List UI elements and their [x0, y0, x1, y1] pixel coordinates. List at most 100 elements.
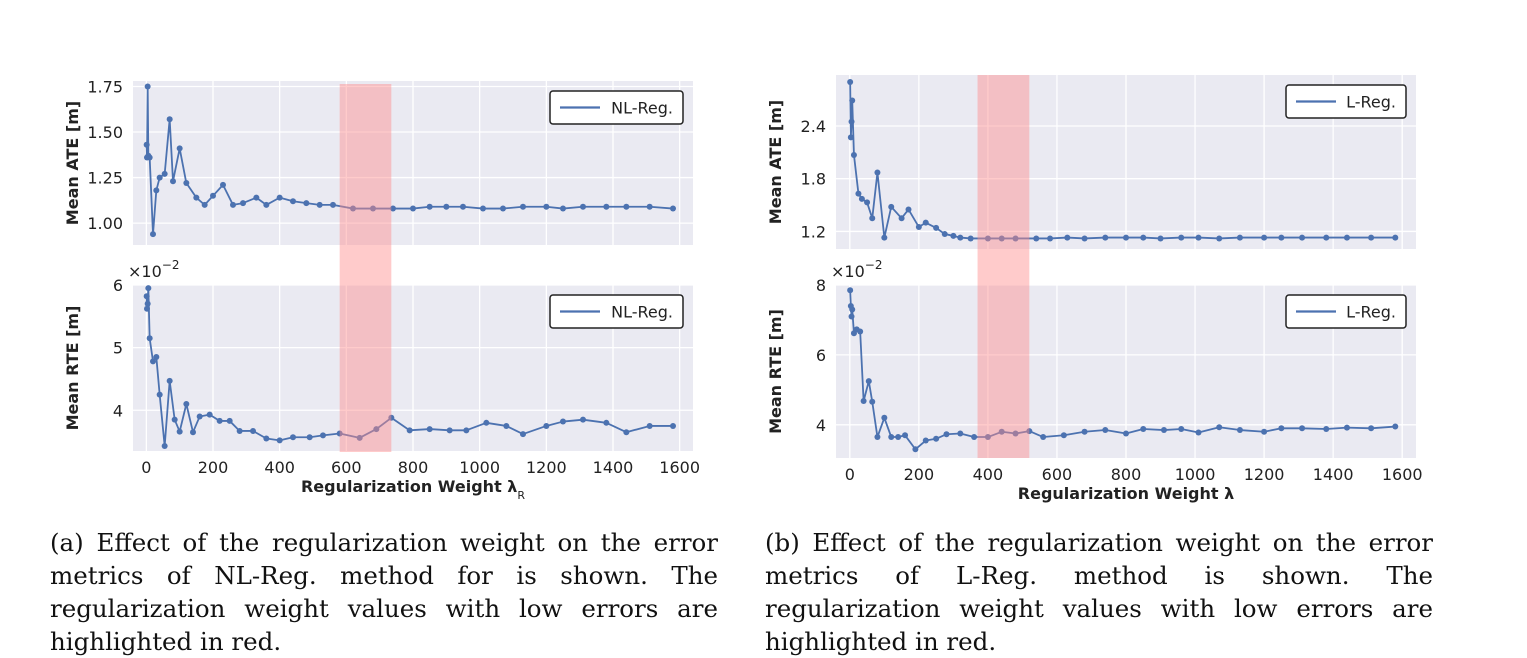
data-point — [1278, 234, 1285, 241]
data-point — [480, 205, 486, 212]
data-point — [560, 205, 566, 212]
data-point — [1178, 425, 1185, 432]
data-point — [410, 205, 416, 212]
data-point — [1040, 434, 1047, 441]
data-point — [446, 427, 453, 434]
data-point — [1140, 234, 1147, 241]
chart-nl-rte: 4 5 6 0 200 400 600 800 1000 1200 1400 1600 Mean RTE… — [63, 258, 700, 502]
data-point — [146, 154, 153, 161]
chart-l-ate: 1.2 1.8 2.4 Mean ATE [m] L-Reg. — [766, 75, 1416, 249]
data-point — [881, 414, 888, 421]
data-point — [146, 335, 153, 342]
data-point — [426, 426, 433, 433]
data-point — [580, 203, 586, 210]
caption-a: (a) Effect of the regularization weight … — [50, 528, 718, 656]
x-axis-label: Regularization Weight λR — [301, 477, 525, 502]
data-point — [143, 141, 150, 148]
x-tick-label: 1400 — [1313, 465, 1354, 484]
data-point — [623, 429, 630, 436]
data-point — [922, 219, 929, 226]
y-scale-multiplier: ×10−2 — [831, 258, 882, 281]
data-point — [406, 427, 413, 434]
data-point — [1216, 235, 1223, 242]
data-point — [580, 416, 586, 423]
data-point — [156, 174, 163, 181]
y-tick-label: 1.2 — [801, 222, 826, 241]
chart-l-rte: 4 6 8 0 200 400 600 800 1000 1200 1400 1600 Mean RTE… — [766, 258, 1423, 503]
data-point — [171, 416, 178, 423]
data-point — [236, 427, 243, 434]
data-point — [874, 434, 881, 441]
x-tick-label: 800 — [1111, 465, 1142, 484]
data-point — [1368, 425, 1375, 432]
x-tick-label: 1200 — [1244, 465, 1285, 484]
data-point — [388, 414, 395, 421]
legend: L-Reg. — [1285, 294, 1407, 329]
x-tick-label: 200 — [904, 465, 935, 484]
legend-box — [549, 90, 684, 125]
y-tick-label: 5 — [113, 339, 123, 358]
data-point — [1060, 432, 1067, 439]
legend-label: NL-Reg. — [611, 99, 673, 118]
data-point — [646, 422, 653, 429]
data-point — [941, 231, 948, 238]
x-tick-label: 0 — [845, 465, 855, 484]
data-point — [646, 203, 653, 210]
data-point — [145, 285, 152, 292]
data-point — [426, 203, 433, 210]
legend-box — [549, 294, 684, 329]
data-point — [1064, 234, 1071, 241]
highlight-band — [977, 75, 1030, 458]
data-point — [943, 431, 950, 438]
legend-label: L-Reg. — [1346, 303, 1396, 322]
y-scale-multiplier: ×10−2 — [128, 258, 179, 281]
data-point — [1343, 234, 1350, 241]
data-point — [1195, 234, 1202, 241]
data-point — [1123, 430, 1129, 437]
data-point — [603, 203, 610, 210]
data-point — [336, 430, 343, 437]
data-point — [250, 427, 256, 434]
data-point — [253, 194, 260, 201]
data-point — [201, 201, 208, 208]
y-tick-label: 1.50 — [87, 123, 123, 142]
data-point — [848, 118, 855, 125]
data-point — [895, 434, 902, 441]
data-point — [855, 190, 862, 197]
data-point — [150, 358, 156, 365]
data-point — [888, 434, 895, 441]
caption-b: (b) Effect of the regularization weight … — [765, 528, 1433, 656]
data-point — [998, 428, 1005, 435]
y-axis-label: Mean RTE [m] — [63, 306, 82, 431]
data-point — [560, 418, 566, 425]
x-tick-label: 800 — [398, 458, 429, 477]
y-axis-label: Mean RTE [m] — [766, 309, 785, 434]
data-point — [263, 201, 270, 208]
legend-box — [1285, 84, 1407, 119]
data-point — [230, 201, 236, 208]
data-point — [373, 426, 380, 433]
y-tick-label: 4 — [816, 416, 826, 435]
data-point — [881, 234, 888, 241]
data-point — [922, 437, 929, 444]
data-point — [967, 235, 974, 242]
legend: NL-Reg. — [549, 294, 684, 329]
data-point — [483, 419, 490, 426]
data-point — [190, 429, 196, 436]
figure: 1.00 1.25 1.50 1.75 Mean ATE [m] NL-Reg. 4 5 6 0 2… — [63, 75, 1423, 503]
x-tick-label: 600 — [331, 458, 362, 477]
data-point — [905, 206, 912, 213]
data-point — [1236, 234, 1243, 241]
data-point — [1261, 234, 1268, 241]
chart-nl-ate: 1.00 1.25 1.50 1.75 Mean ATE [m] NL-Reg. — [63, 77, 693, 245]
data-point — [350, 205, 356, 212]
data-point — [503, 422, 510, 429]
data-point — [150, 231, 156, 238]
data-point — [543, 203, 550, 210]
data-point — [869, 398, 876, 405]
data-point — [1323, 234, 1330, 241]
data-point — [290, 198, 296, 205]
data-point — [847, 79, 854, 86]
x-tick-label: 600 — [1042, 465, 1073, 484]
data-point — [865, 378, 872, 385]
